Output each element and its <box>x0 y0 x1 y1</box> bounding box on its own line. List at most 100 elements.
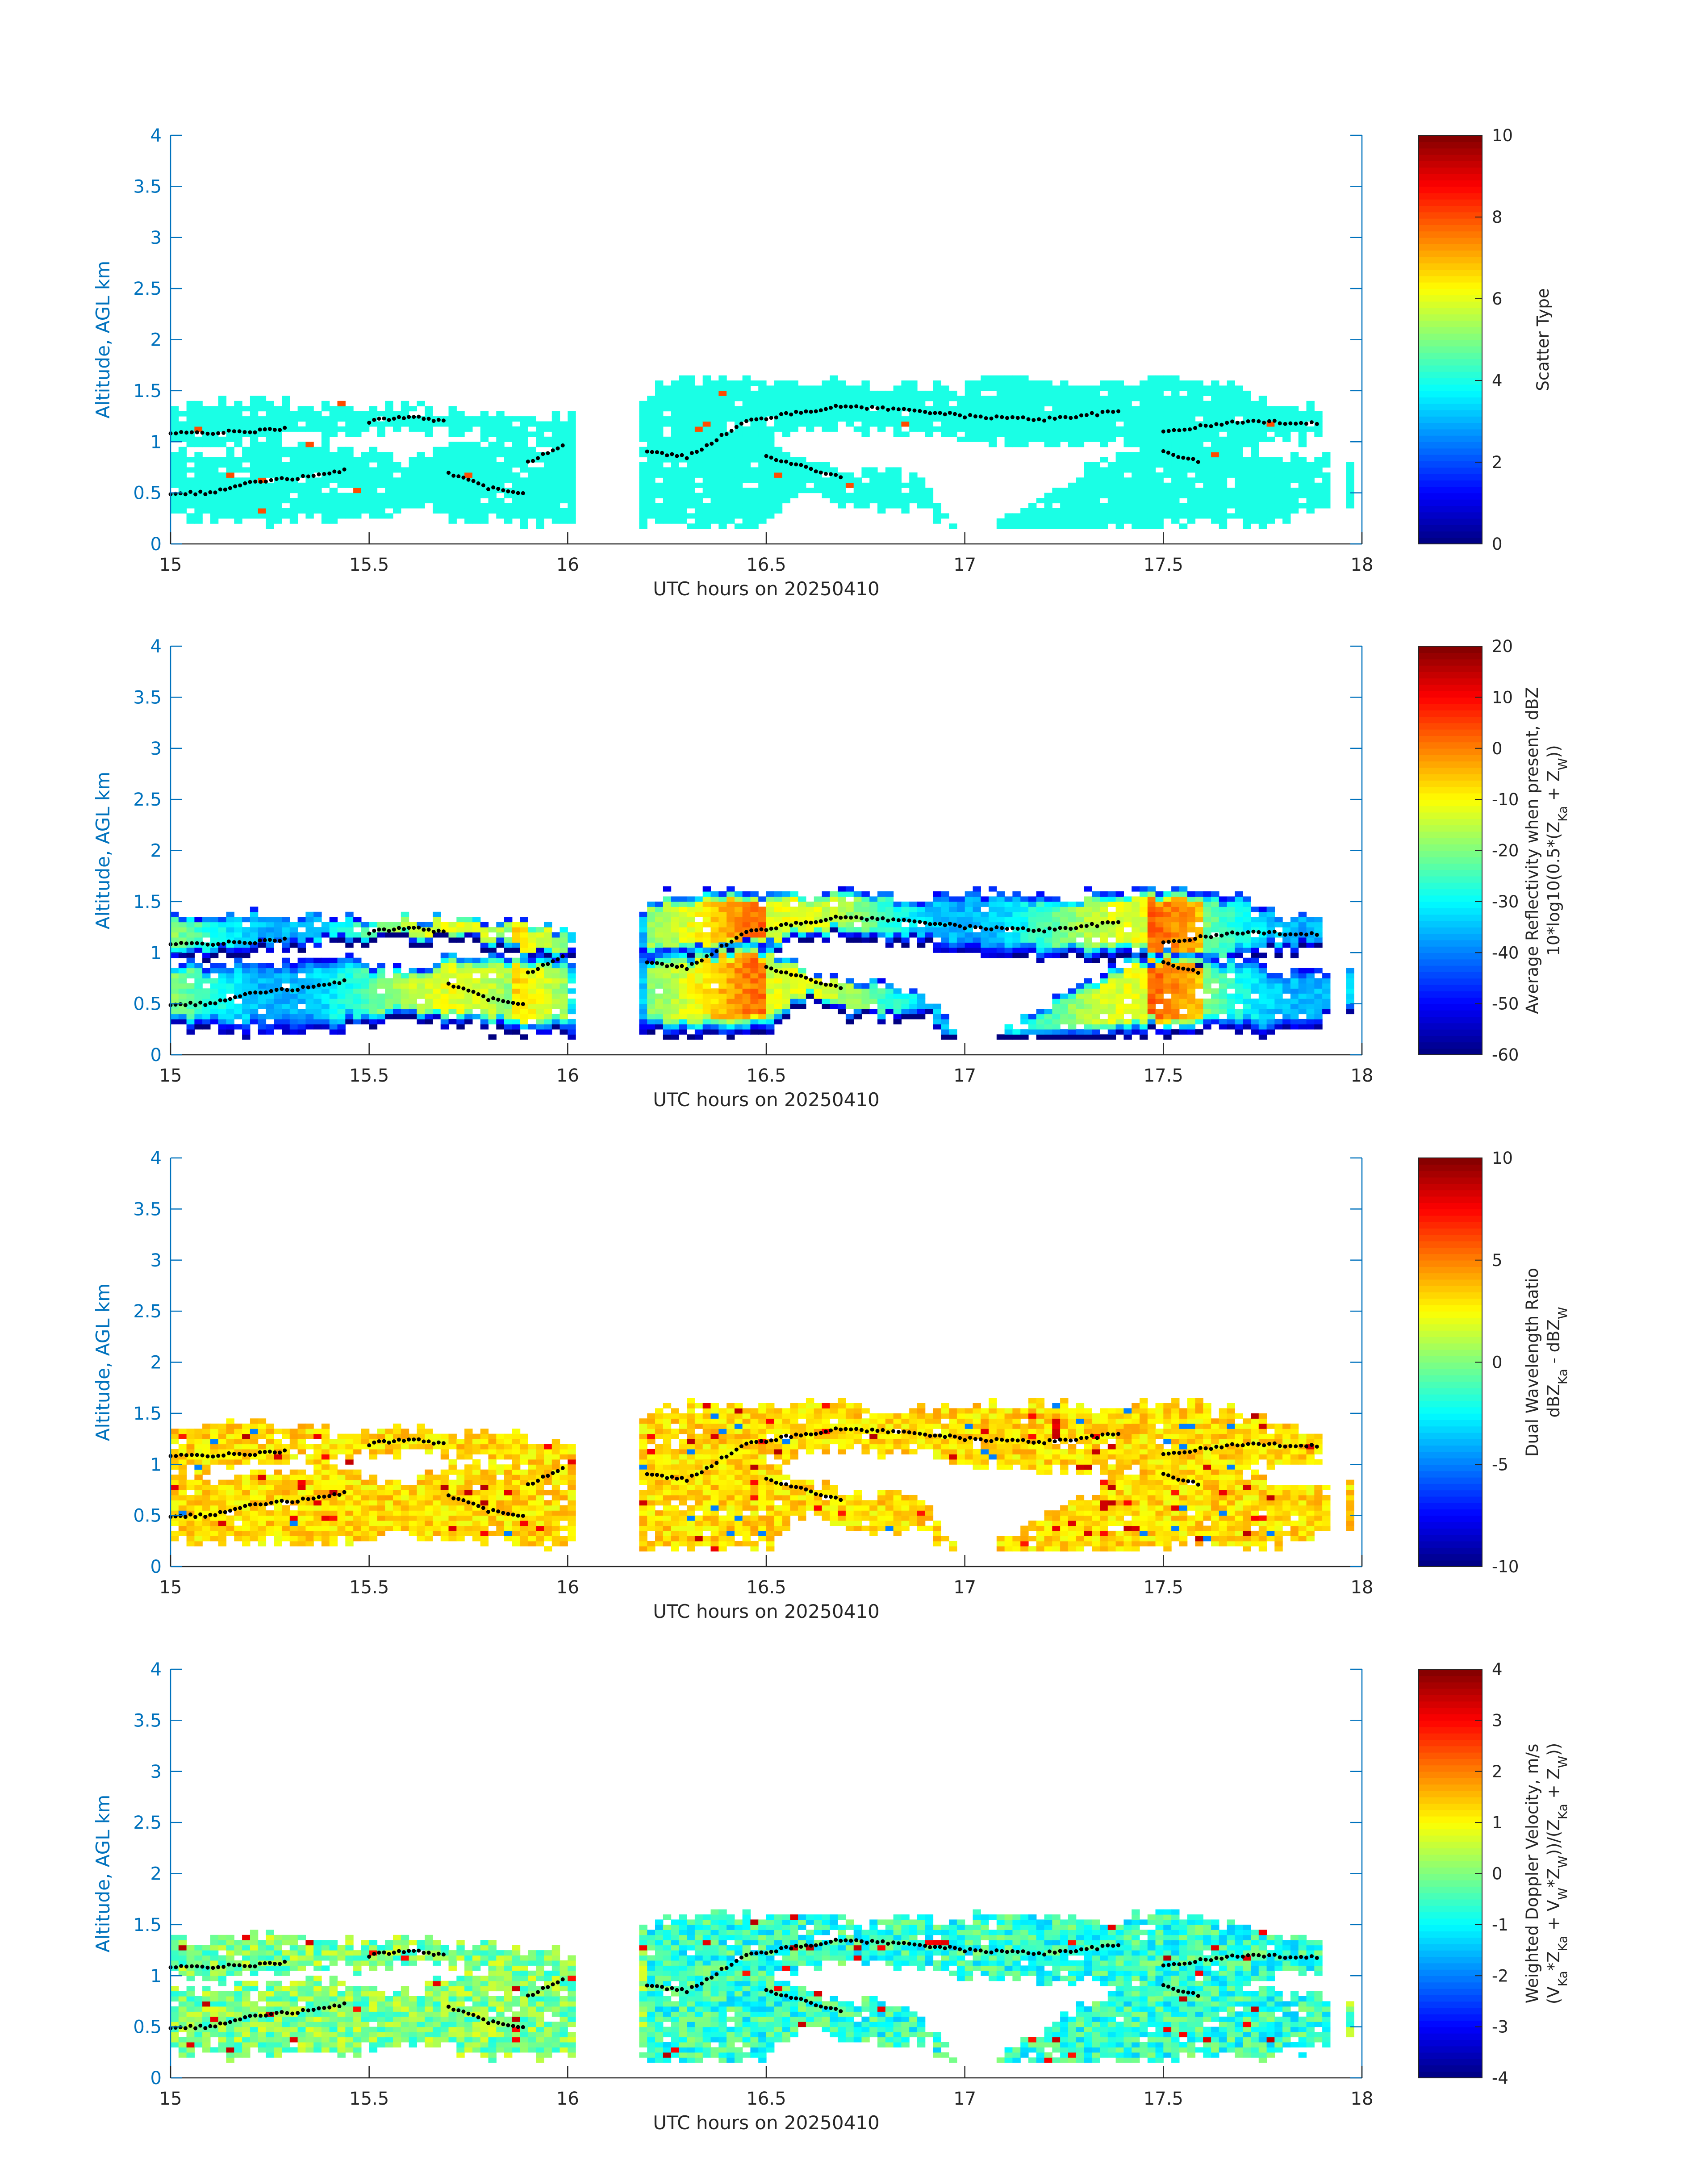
heatmap-cell <box>282 411 290 417</box>
heatmap-cell <box>218 406 227 412</box>
heatmap-cell <box>1155 523 1164 529</box>
heatmap-cell <box>1235 477 1243 483</box>
heatmap-cell <box>718 518 727 524</box>
feature-dot <box>216 431 221 435</box>
feature-dot <box>223 487 227 492</box>
heatmap-cell <box>1012 401 1021 406</box>
heatmap-cell <box>941 896 949 902</box>
heatmap-cell <box>1012 513 1021 519</box>
heatmap-cell <box>679 1009 687 1015</box>
heatmap-cell <box>536 1003 544 1009</box>
heatmap-cell <box>448 482 457 488</box>
heatmap-cell <box>671 457 679 463</box>
heatmap-cell <box>758 406 767 412</box>
heatmap-cell <box>702 901 711 907</box>
heatmap-cell <box>941 911 949 917</box>
heatmap-cell <box>822 488 830 493</box>
heatmap-cell <box>218 472 227 478</box>
heatmap-cell <box>528 508 536 514</box>
feature-dot <box>228 486 232 490</box>
heatmap-cell <box>1092 472 1100 478</box>
heatmap-cell <box>250 513 259 519</box>
heatmap-cell <box>949 927 957 933</box>
heatmap-cell <box>528 973 536 978</box>
heatmap-cell <box>456 498 465 504</box>
heatmap-cell <box>512 957 521 963</box>
heatmap-cell <box>448 963 457 969</box>
heatmap-cell <box>544 488 552 493</box>
heatmap-cell <box>1235 411 1243 417</box>
heatmap-cell <box>369 973 378 978</box>
heatmap-cell <box>1163 462 1172 468</box>
heatmap-cell <box>250 1009 259 1015</box>
heatmap-cell <box>877 932 886 938</box>
heatmap-cell <box>1076 436 1085 442</box>
heatmap-cell <box>560 482 568 488</box>
heatmap-cell <box>456 957 465 963</box>
heatmap-cell <box>766 983 775 989</box>
heatmap-cell <box>718 911 727 917</box>
heatmap-cell <box>671 401 679 406</box>
heatmap-cell <box>909 411 918 417</box>
heatmap-cell <box>226 472 234 478</box>
heatmap-cell <box>353 416 362 422</box>
heatmap-cell <box>956 907 965 912</box>
heatmap-cell <box>1147 396 1156 401</box>
heatmap-cell <box>702 917 711 923</box>
heatmap-cell <box>282 396 290 401</box>
heatmap-cell <box>941 937 949 943</box>
x-tick-label: 15 <box>159 555 182 575</box>
heatmap-cell <box>393 467 401 473</box>
heatmap-cell <box>194 401 203 406</box>
heatmap-cell <box>1322 462 1331 468</box>
heatmap-cell <box>1203 426 1211 432</box>
heatmap-cell <box>1187 467 1196 473</box>
heatmap-cell <box>1084 431 1092 437</box>
heatmap-cell <box>861 416 870 422</box>
heatmap-cell <box>226 493 234 498</box>
heatmap-cell <box>1274 472 1283 478</box>
heatmap-cell <box>727 963 735 969</box>
heatmap-cell <box>1100 513 1108 519</box>
heatmap-cell <box>480 1014 489 1020</box>
heatmap-cell <box>1100 467 1108 473</box>
heatmap-cell <box>242 1003 251 1009</box>
heatmap-cell <box>560 973 568 978</box>
heatmap-cell <box>798 406 806 412</box>
heatmap-cell <box>822 911 830 917</box>
heatmap-cell <box>194 457 203 463</box>
heatmap-cell <box>1155 431 1164 437</box>
heatmap-cell <box>480 983 489 989</box>
heatmap-cell <box>353 983 362 989</box>
heatmap-cell <box>1107 390 1116 396</box>
heatmap-cell <box>425 498 433 504</box>
heatmap-cell <box>679 1003 687 1009</box>
heatmap-cell <box>1020 426 1029 432</box>
heatmap-cell <box>1290 457 1299 463</box>
heatmap-cell <box>568 963 576 969</box>
heatmap-cell <box>1227 452 1235 458</box>
feature-dot <box>938 411 942 415</box>
heatmap-cell <box>655 488 664 493</box>
heatmap-cell <box>425 482 433 488</box>
heatmap-cell <box>186 442 195 447</box>
heatmap-cell <box>1115 396 1124 401</box>
heatmap-cell <box>758 421 767 427</box>
heatmap-cell <box>702 375 711 381</box>
heatmap-cell <box>480 1024 489 1030</box>
heatmap-cell <box>727 1024 735 1030</box>
heatmap-cell <box>687 999 695 1004</box>
heatmap-cell <box>758 401 767 406</box>
heatmap-cell <box>1155 452 1164 458</box>
heatmap-cell <box>687 523 695 529</box>
heatmap-cell <box>528 452 536 458</box>
heatmap-cell <box>742 477 751 483</box>
heatmap-cell <box>766 957 775 963</box>
heatmap-cell <box>702 922 711 928</box>
heatmap-cell <box>234 411 242 417</box>
heatmap-cell <box>679 1029 687 1035</box>
heatmap-cell <box>806 901 814 907</box>
heatmap-cell <box>520 922 528 928</box>
heatmap-cell <box>671 957 679 963</box>
heatmap-cell <box>727 380 735 386</box>
